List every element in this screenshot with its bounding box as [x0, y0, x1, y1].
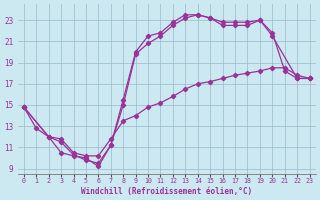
X-axis label: Windchill (Refroidissement éolien,°C): Windchill (Refroidissement éolien,°C): [81, 187, 252, 196]
